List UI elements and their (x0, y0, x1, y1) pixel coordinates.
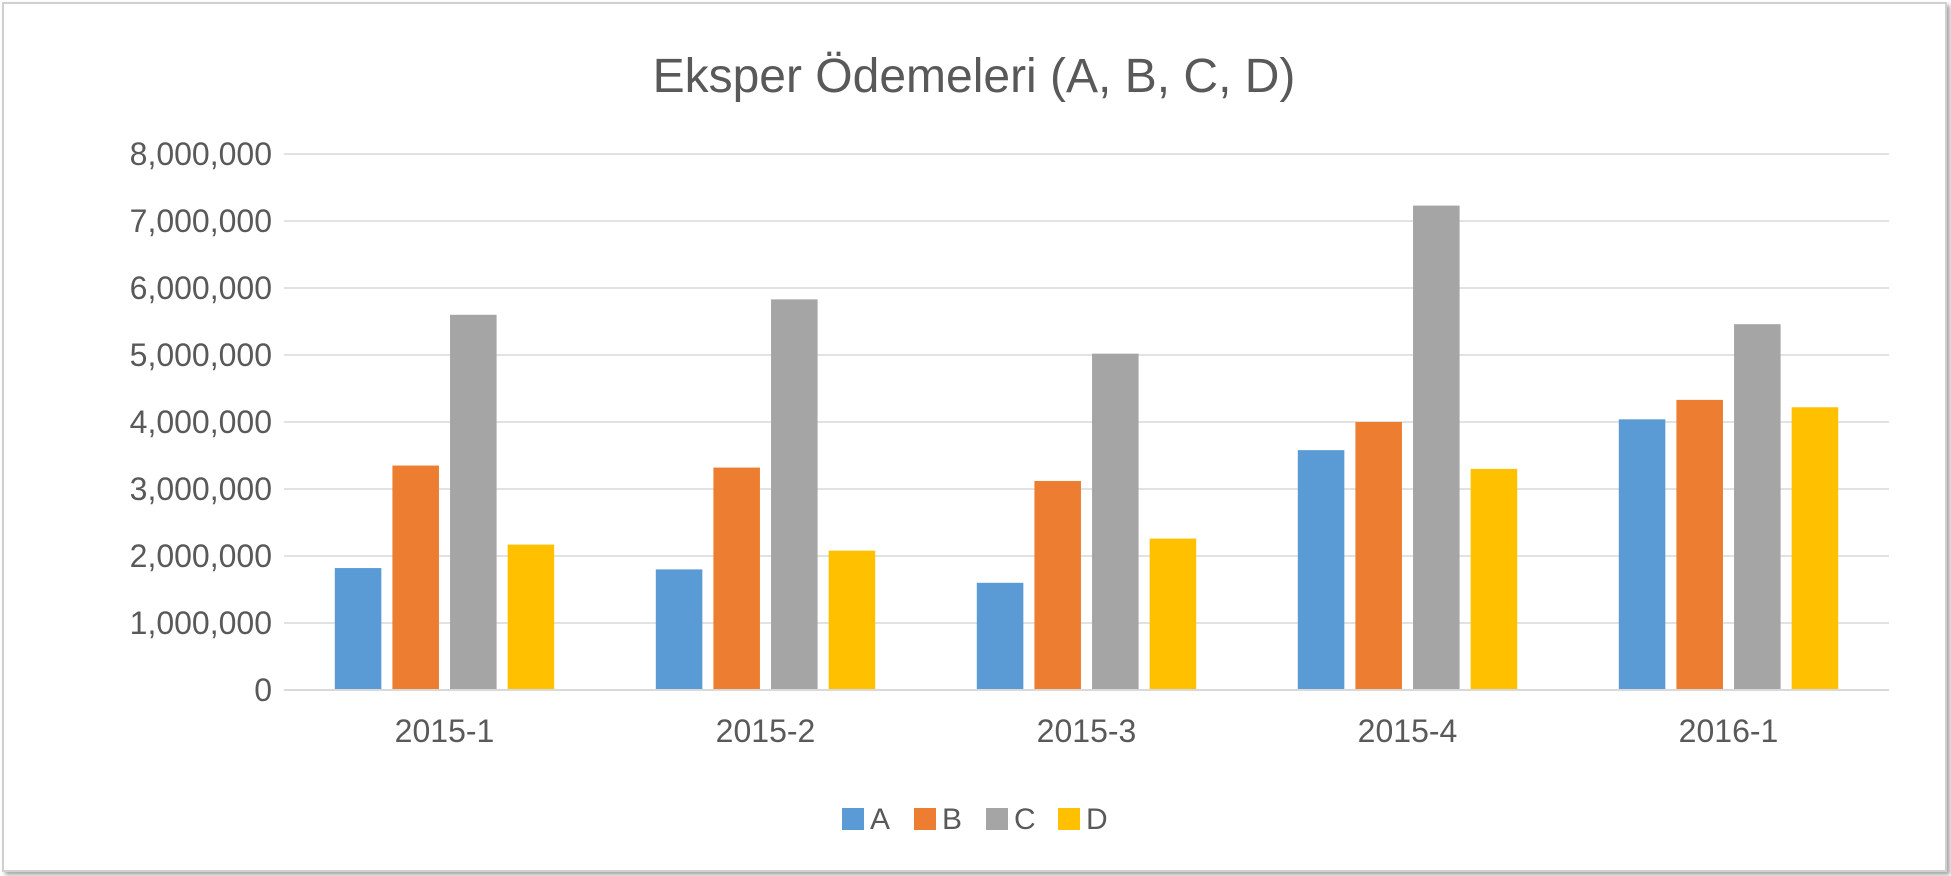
y-tick-label: 8,000,000 (130, 136, 272, 172)
chart-title: Eksper Ödemeleri (A, B, C, D) (653, 50, 1296, 103)
legend: A B C D (842, 803, 1108, 836)
bar-b-2015-3 (1034, 480, 1081, 690)
bar-c-2015-2 (771, 299, 818, 690)
bar-d-2015-3 (1149, 538, 1197, 690)
x-tick-label: 2015-1 (395, 713, 495, 749)
legend-label-a: A (870, 803, 890, 836)
x-tick-label: 2015-2 (716, 713, 816, 749)
legend-swatch-d (1058, 808, 1080, 830)
x-tick-label: 2016-1 (1679, 713, 1779, 749)
bar-d-2015-1 (507, 544, 555, 690)
y-axis-ticks: 0 1,000,000 2,000,000 3,000,000 4,000,000 5,0… (130, 136, 272, 708)
bar-d-2015-2 (828, 550, 876, 690)
legend-label-c: C (1014, 803, 1036, 836)
y-tick-label: 2,000,000 (130, 538, 272, 574)
legend-swatch-c (986, 808, 1008, 830)
y-tick-label: 0 (254, 672, 272, 708)
bar-b-2016-1 (1676, 399, 1723, 690)
bar-a-2015-1 (334, 568, 382, 690)
x-axis-ticks: 2015-1 2015-2 2015-3 2015-4 2016-1 (395, 713, 1779, 749)
bar-c-2016-1 (1734, 324, 1781, 690)
y-tick-label: 7,000,000 (130, 203, 272, 239)
bar-a-2015-2 (655, 569, 703, 690)
bar-c-2015-4 (1413, 205, 1460, 690)
chart-canvas: Eksper Ödemeleri (A, B, C, D) 0 1,000,000… (130, 50, 1889, 836)
x-tick-label: 2015-4 (1358, 713, 1458, 749)
y-tick-label: 5,000,000 (130, 337, 272, 373)
bar-d-2016-1 (1791, 407, 1839, 690)
legend-label-d: D (1086, 803, 1108, 836)
bar-a-2016-1 (1618, 419, 1666, 690)
bar-a-2015-4 (1297, 450, 1345, 690)
bar-c-2015-1 (450, 314, 497, 690)
bar-d-2015-4 (1470, 468, 1518, 690)
bar-b-2015-4 (1355, 422, 1402, 690)
x-tick-label: 2015-3 (1037, 713, 1137, 749)
bar-a-2015-3 (976, 582, 1024, 690)
y-tick-label: 6,000,000 (130, 270, 272, 306)
bar-c-2015-3 (1092, 353, 1139, 690)
y-tick-label: 3,000,000 (130, 471, 272, 507)
bar-b-2015-2 (713, 467, 760, 690)
legend-swatch-b (914, 808, 936, 830)
y-tick-label: 1,000,000 (130, 605, 272, 641)
legend-swatch-a (842, 808, 864, 830)
bar-b-2015-1 (392, 465, 439, 690)
bars (334, 205, 1839, 690)
y-tick-label: 4,000,000 (130, 404, 272, 440)
legend-label-b: B (942, 803, 962, 836)
